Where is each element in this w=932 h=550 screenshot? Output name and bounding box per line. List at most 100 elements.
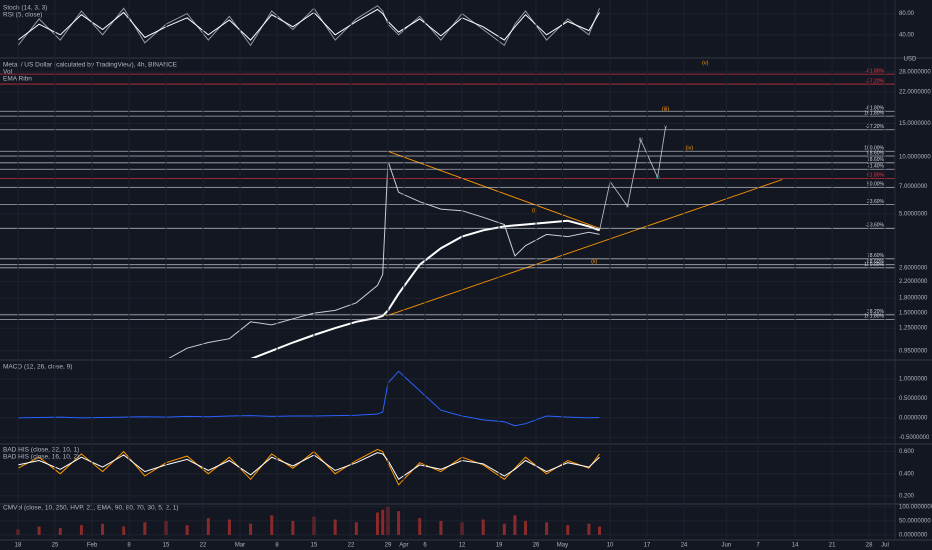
bar [418,518,422,535]
fib-label: 88.60% [867,150,885,156]
y-tick-label: 0.5000000 [899,396,928,402]
bar [397,511,401,535]
bar [523,520,527,535]
y-tick-label: -0.5000000 [899,435,930,441]
pane-title: Metal / US Dollar (calculated by Trading… [3,62,178,69]
fib-label: 161.80% [864,314,884,320]
x-tick-label: 6 [423,543,427,549]
series-line [17,448,600,486]
x-tick-label: Mar [235,543,245,549]
y-tick-label: 0.600 [899,449,915,455]
x-tick-label: 8 [275,543,279,549]
bar [79,525,83,535]
fib-label: -23.60% [865,223,884,229]
x-tick-label: 21 [829,543,836,549]
bar [587,523,591,535]
fib-label: 50.00% [867,182,885,188]
trendline [387,150,600,229]
x-tick-label: 24 [681,543,688,549]
y-tick-label: 50.0000000 [899,518,931,524]
series-line [250,219,600,358]
wave-label: v [664,124,667,130]
wave-label: iv [656,175,660,181]
wave-label: (v) [702,60,709,66]
y-tick-label: 5.0000000 [899,212,928,218]
fib-label: 61.80% [867,173,885,179]
y-tick-label: 80.00 [899,11,915,17]
y-tick-label: 0.200 [899,493,915,499]
bar [122,526,126,535]
legend-text: Vol [3,69,13,76]
y-tick-label: 15.0000000 [899,121,931,127]
bar [143,522,147,535]
y-tick-label: 100.0000000 [899,504,932,510]
fib-label: -27.20% [865,124,884,130]
y-tick-label: 0.0000000 [899,416,928,422]
y-tick-label: 0.9500000 [899,348,928,354]
bar [354,522,358,535]
fib-label: -61.80% [865,68,884,74]
bar [206,518,210,535]
bar [381,509,385,535]
bar [101,523,105,535]
pane [168,126,783,358]
y-tick-label: 40.00 [899,32,915,38]
bar [58,527,62,535]
x-tick-label: 8 [127,543,131,549]
fib-label: 100.00% [864,146,884,152]
x-tick-label: 12 [459,543,466,549]
bar [375,512,379,535]
x-tick-label: 25 [52,543,59,549]
legend-entry: CMVol (close, 10, 250, HVP, 21, EMA, 90,… [3,505,178,512]
fib-label: 78.60% [867,157,885,163]
wave-label: ii [626,204,628,210]
y-tick-label: 2.2000000 [899,279,928,285]
y-tick-label: 7.0000000 [899,184,928,190]
legend-entry: MACD (12, 26, close, 9) [3,364,72,371]
bar [513,515,517,535]
pane [17,448,600,486]
pane [16,506,601,535]
wave-label: (iv) [686,146,694,152]
bar [227,519,231,535]
x-tick-label: 18 [15,543,22,549]
wave-label: iii [639,137,643,143]
bar [270,515,274,535]
x-tick-label: 26 [533,543,540,549]
x-tick-label: Jun [722,543,732,549]
y-tick-label: 0.0000000 [899,532,928,538]
price-line [168,160,600,358]
bar [545,522,549,535]
wave-label: (ii) [591,259,597,265]
series-line [17,5,600,47]
y-tick-label: 28.0000000 [899,70,931,76]
x-tick-label: 22 [200,543,207,549]
x-tick-label: 22 [348,543,355,549]
x-tick-label: Feb [87,543,98,549]
fib-label: 38.20% [867,309,885,315]
bar [439,520,443,535]
pane [17,370,600,427]
x-tick-label: 17 [644,543,651,549]
series-line [17,370,600,427]
y-tick-label: 1.2500000 [899,326,928,332]
bar [481,519,485,535]
fib-label: -61.80% [865,106,884,112]
legend-entry: BAD HIS (close, 32, 10, 1) [3,447,79,454]
bar [291,520,295,535]
fib-label: 23.60% [867,199,885,205]
bar [333,519,337,535]
bar [566,525,570,535]
y-tick-label: 1.5000000 [899,311,928,317]
series-line [17,8,600,41]
fib-label: 88.60% [867,259,885,265]
x-tick-label: 10 [607,543,614,549]
legend-entry: Stoch (14, 3, 3) [3,5,47,12]
legend-entry: BAD HIS (close, 16, 10, 2) [3,454,79,461]
bar [185,525,189,535]
bar [502,523,506,535]
axis-unit: USD [904,57,917,63]
x-tick-label: 15 [311,543,318,549]
y-tick-label: 1.0000000 [899,377,928,383]
